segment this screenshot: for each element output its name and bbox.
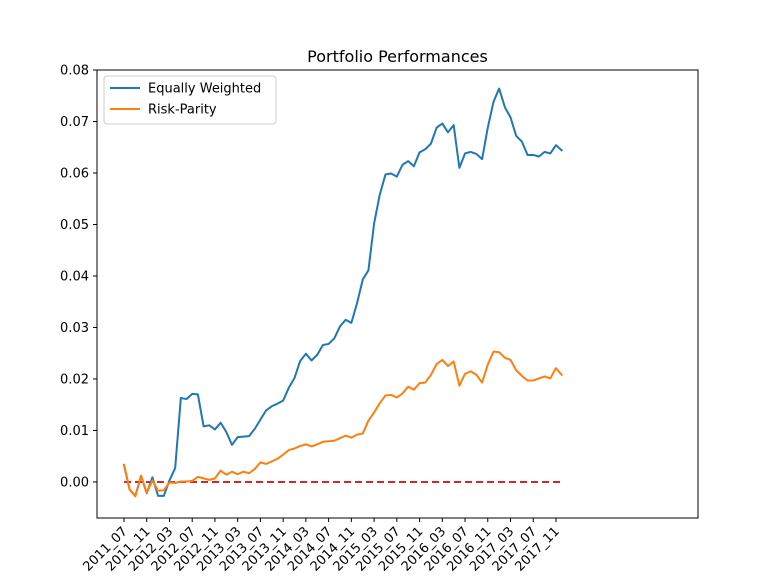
y-tick-label: 0.04: [60, 269, 89, 284]
legend-label-equally-weighted: Equally Weighted: [148, 82, 261, 97]
plot-area: [122, 87, 564, 498]
y-tick-label: 0.06: [60, 166, 89, 181]
y-tick-label: 0.03: [60, 321, 89, 336]
chart-title: Portfolio Performances: [307, 47, 488, 66]
legend-box: [103, 75, 277, 125]
series-line-equally-weighted: [122, 87, 564, 497]
legend: Equally Weighted Risk-Parity: [103, 75, 277, 125]
y-tick-label: 0.05: [60, 218, 89, 233]
y-tick-label: 0.01: [60, 424, 89, 439]
legend-label-risk-parity: Risk-Parity: [148, 103, 217, 118]
series-line-risk-parity: [122, 350, 564, 498]
y-tick-label: 0.00: [60, 475, 89, 490]
y-tick-label: 0.02: [60, 372, 89, 387]
plot-frame: [96, 69, 699, 519]
y-tick-label: 0.07: [60, 115, 89, 130]
y-tick-label: 0.08: [60, 64, 89, 79]
